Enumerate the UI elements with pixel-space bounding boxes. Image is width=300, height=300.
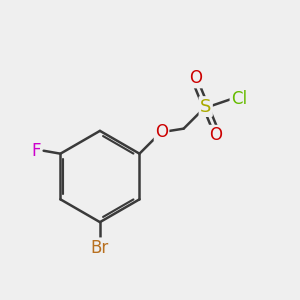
Text: O: O (155, 123, 168, 141)
Text: F: F (31, 142, 40, 160)
Text: O: O (189, 69, 202, 87)
Text: Br: Br (91, 239, 109, 257)
Text: Cl: Cl (231, 90, 247, 108)
Text: S: S (200, 98, 212, 116)
Text: O: O (209, 126, 223, 144)
